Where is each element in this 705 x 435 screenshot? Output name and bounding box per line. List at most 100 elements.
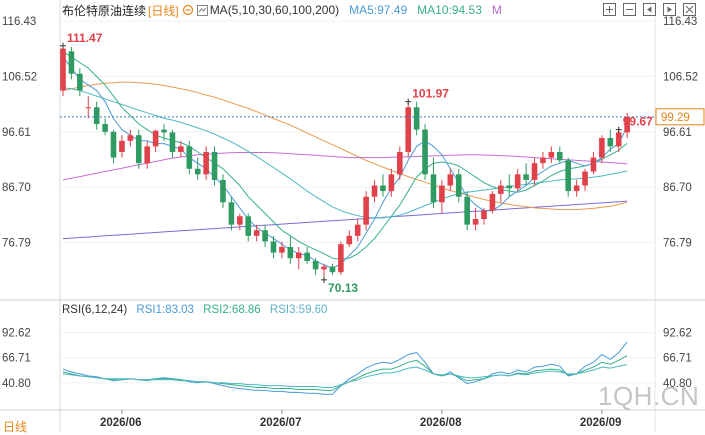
low-price-label: 70.13 [328, 281, 358, 295]
candle-down [464, 191, 470, 231]
candle-body [110, 131, 117, 158]
candle-body [338, 244, 344, 273]
candle-up [498, 179, 504, 203]
candle-body [211, 151, 218, 180]
price-tick-right: 116.43 [663, 16, 697, 28]
ma30-line [62, 87, 628, 219]
candle-down [422, 124, 428, 180]
candle-body [68, 51, 75, 74]
candle-down [413, 101, 420, 136]
rsi3-line [62, 364, 628, 388]
candle-body [599, 138, 605, 158]
candle-body [119, 140, 125, 152]
candle-up [624, 112, 630, 139]
candle-body [573, 185, 580, 192]
candle-up [144, 140, 150, 169]
candle-body [422, 129, 428, 175]
rsi-tick-right: 92.62 [663, 328, 692, 340]
candle-down [506, 174, 513, 197]
settings-gear-icon[interactable] [182, 4, 194, 16]
candle-body [270, 241, 277, 253]
rsi1-line [62, 341, 628, 395]
candle-up [237, 213, 243, 231]
rsi-lines [62, 341, 628, 395]
zoom-in-icon[interactable] [601, 1, 617, 17]
rsi-tick-right: 40.80 [663, 378, 692, 390]
candle-body [228, 202, 235, 225]
cross-icon[interactable] [681, 1, 697, 17]
move-left-icon[interactable] [641, 1, 657, 17]
candle-down [135, 129, 142, 169]
candle-down [68, 46, 75, 80]
price-tick-left: 116.43 [2, 16, 36, 28]
candle-body [262, 230, 268, 242]
rsi-params[interactable]: RSI(6,12,24) [62, 304, 128, 316]
candle-down [262, 224, 268, 248]
candle-body [60, 48, 66, 91]
candle-down [430, 157, 437, 208]
high-price-label: 101.97 [412, 87, 449, 101]
candle-down [220, 174, 226, 208]
candle-body [279, 247, 285, 253]
candle-down [556, 146, 563, 164]
candle-up [573, 179, 580, 197]
move-right-icon[interactable] [661, 1, 677, 17]
candle-body [85, 107, 92, 109]
candle-body [127, 135, 134, 141]
candle-body [186, 146, 193, 169]
candle-body [489, 193, 496, 211]
candle-body [346, 235, 353, 245]
chart-toolbar [601, 1, 697, 17]
rsi2-value: RSI2:68.86 [203, 304, 261, 316]
last-price-label: 99.29 [661, 112, 690, 124]
ma-params[interactable]: MA(5,10,30,60,100,200) [209, 3, 340, 17]
price-tick-left: 96.61 [2, 127, 31, 139]
candle-down [270, 235, 277, 259]
candle-body [464, 196, 470, 225]
candle-body [135, 135, 142, 164]
candle-body [565, 160, 571, 192]
candle-up [548, 146, 555, 164]
candle-up [582, 168, 588, 192]
indicator-toggle-icon[interactable] [196, 4, 208, 16]
price-tick-right: 76.79 [663, 238, 692, 250]
candle-up [354, 219, 361, 242]
candle-body [152, 130, 159, 147]
candle-down [455, 168, 462, 203]
candle-body [93, 107, 100, 125]
candle-up [472, 207, 479, 231]
more-ma-button[interactable]: M [491, 3, 502, 17]
candle-body [615, 132, 622, 147]
period-selector[interactable]: [日线] [148, 3, 179, 18]
candle-body [194, 168, 201, 175]
candle-up [178, 140, 184, 158]
candle-body [607, 138, 614, 147]
candle-down [523, 163, 529, 186]
candle-body [439, 185, 445, 203]
candle-up [279, 241, 285, 259]
last-price-tag [655, 108, 705, 126]
date-tick-label: 2026/09 [580, 417, 622, 429]
candle-up [127, 129, 134, 147]
candle-down [380, 174, 386, 197]
candle-body [220, 179, 226, 203]
candle-body [245, 216, 252, 236]
chart-header: 布伦特原油连续 [日线] MA(5,10,30,60,100,200) MA5:… [62, 2, 502, 18]
daily-period-tab[interactable]: 日线 [3, 420, 28, 434]
price-tick-left: 86.70 [2, 182, 31, 194]
price-tick-left: 76.79 [2, 238, 31, 250]
candle-up [405, 101, 412, 158]
candle-body [447, 174, 454, 186]
candle-down [228, 196, 235, 231]
candle-down [304, 247, 310, 264]
candle-down [186, 140, 193, 175]
candle-body [169, 132, 176, 152]
candle-body [287, 247, 294, 259]
zoom-out-icon[interactable] [621, 1, 637, 17]
watermark-logo: 1QH.CN [598, 381, 700, 411]
candle-body [363, 196, 369, 225]
candle-up [295, 247, 302, 270]
candle-body [354, 224, 361, 236]
symbol-name: 布伦特原油连续 [62, 3, 147, 18]
